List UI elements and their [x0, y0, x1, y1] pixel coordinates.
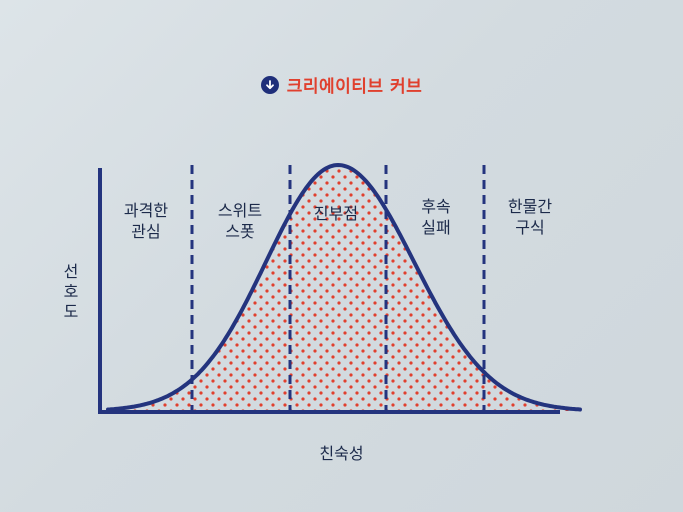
figure-title: 크리에이티브 커브	[0, 72, 683, 97]
stage-label-cliche-point: 진부점	[313, 204, 359, 223]
down-arrow-circle-icon	[260, 75, 279, 94]
y-axis-label: 선호도	[63, 262, 79, 321]
curve-dotted-fill	[108, 165, 580, 411]
x-axis-label: 친숙성	[319, 444, 364, 463]
stage-dividers	[190, 165, 486, 410]
bell-curve-line	[106, 162, 582, 412]
stage-label-sweet-spot: 스위트 스폿	[217, 201, 263, 241]
stage-label-outdated: 한물간 구식	[507, 197, 553, 237]
title-text: 크리에이티브 커브	[286, 77, 423, 97]
stage-label-subsequent-failure: 후속 실패	[421, 197, 451, 237]
stage-label-excessive-interest: 과격한 관심	[123, 201, 169, 241]
